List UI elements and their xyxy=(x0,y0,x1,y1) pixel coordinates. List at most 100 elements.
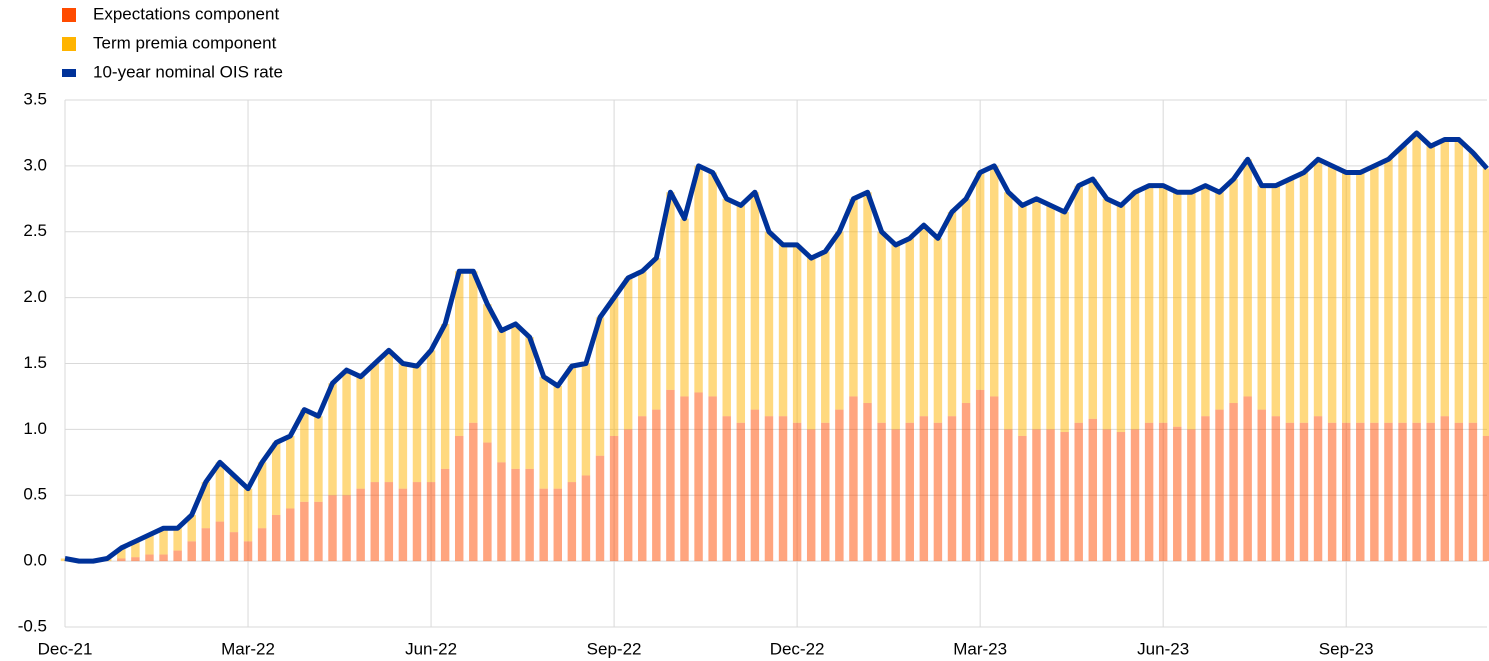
bar xyxy=(961,198,971,404)
bar xyxy=(849,396,858,562)
bar xyxy=(1356,172,1365,423)
bar xyxy=(412,366,422,483)
bar xyxy=(792,244,802,423)
bar xyxy=(1046,429,1055,562)
bar xyxy=(229,532,239,562)
bar xyxy=(398,488,408,562)
bar xyxy=(454,271,464,436)
bar xyxy=(1341,422,1351,562)
bar xyxy=(1398,146,1407,423)
bar xyxy=(286,508,295,562)
bar xyxy=(652,258,661,410)
bar xyxy=(863,403,872,562)
bar xyxy=(1440,139,1449,417)
bar xyxy=(1102,198,1112,430)
bar xyxy=(300,501,309,562)
bar xyxy=(257,462,267,529)
bar xyxy=(638,271,647,417)
bar xyxy=(666,389,675,562)
bar xyxy=(595,317,605,456)
bar xyxy=(187,541,196,562)
bar xyxy=(764,231,774,417)
bar xyxy=(975,389,985,562)
bar xyxy=(553,385,562,489)
bar xyxy=(511,323,520,469)
bar xyxy=(201,482,211,529)
bar xyxy=(215,521,225,562)
bar xyxy=(384,482,394,562)
bar xyxy=(271,442,281,516)
line xyxy=(64,130,1489,564)
x-tick-label: Sep-23 xyxy=(1319,639,1374,658)
bar xyxy=(1370,165,1379,423)
bar xyxy=(666,192,675,390)
bar xyxy=(131,541,140,558)
bar xyxy=(806,258,816,430)
bar xyxy=(623,277,633,430)
bar xyxy=(1454,139,1464,423)
bar xyxy=(1327,422,1337,562)
bar xyxy=(1299,422,1309,562)
bar xyxy=(1201,416,1210,562)
bar xyxy=(891,429,900,562)
bar xyxy=(638,416,647,562)
bar xyxy=(1313,416,1323,562)
bar xyxy=(440,468,450,562)
bar xyxy=(257,528,267,562)
bar xyxy=(1004,192,1013,430)
bar xyxy=(877,422,886,562)
y-tick-label: 3.5 xyxy=(23,89,47,108)
bar xyxy=(1088,418,1098,562)
x-tick-label: Dec-21 xyxy=(38,639,93,658)
bar xyxy=(835,409,844,562)
bar xyxy=(1130,429,1140,562)
bar xyxy=(1426,146,1435,423)
bar xyxy=(1398,422,1407,562)
bar xyxy=(539,488,548,562)
bar xyxy=(173,550,182,562)
x-tick-label: Jun-22 xyxy=(405,639,457,658)
bar xyxy=(1440,416,1449,562)
bar xyxy=(1271,416,1281,562)
bar xyxy=(440,323,450,469)
bar xyxy=(1215,409,1224,562)
bar xyxy=(891,244,900,430)
bar xyxy=(412,482,422,562)
y-tick-label: 2.0 xyxy=(23,287,47,306)
y-tick-label: 0.5 xyxy=(23,485,47,504)
bar xyxy=(609,435,619,562)
bar xyxy=(947,211,957,417)
bar xyxy=(314,501,323,562)
bar xyxy=(328,383,337,496)
bar xyxy=(159,554,168,562)
bar xyxy=(131,557,140,562)
legend-label: Expectations component xyxy=(93,4,279,23)
bar xyxy=(117,547,126,559)
bar xyxy=(483,304,492,443)
bar xyxy=(694,165,703,393)
bar xyxy=(1482,168,1489,436)
bar xyxy=(750,192,760,410)
bar xyxy=(1074,185,1083,423)
bar xyxy=(384,350,394,483)
bar xyxy=(933,422,943,562)
bar xyxy=(1285,179,1295,423)
bar xyxy=(1482,435,1489,562)
y-tick-label: 1.0 xyxy=(23,419,47,438)
bar xyxy=(778,244,788,417)
bar xyxy=(750,409,760,562)
bar xyxy=(792,422,802,562)
bar xyxy=(1299,172,1309,423)
legend-swatch xyxy=(62,37,76,51)
bar xyxy=(1412,132,1421,423)
bar xyxy=(469,422,478,562)
bar xyxy=(342,495,351,562)
bar xyxy=(933,238,943,423)
bar xyxy=(680,218,689,397)
bar xyxy=(300,409,309,502)
bar xyxy=(1116,432,1126,562)
bar xyxy=(525,468,534,562)
y-tick-label: 1.5 xyxy=(23,353,47,372)
bar xyxy=(1384,422,1393,562)
bar xyxy=(1201,185,1210,417)
